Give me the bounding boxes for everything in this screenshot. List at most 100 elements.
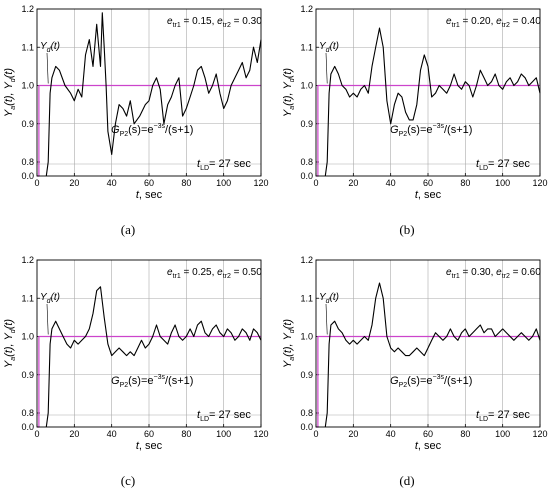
- x-tick-label: 100: [216, 178, 231, 188]
- yd-label: Yd(t): [319, 41, 339, 54]
- caption-c: (c): [120, 473, 136, 488]
- etr1-val: = 0.15,: [181, 16, 217, 27]
- etr2-e: e: [217, 16, 223, 27]
- y-label-end: (t): [282, 319, 294, 330]
- x-label-unit: , sec: [139, 189, 163, 201]
- etr2-val: = 0.50: [231, 267, 262, 278]
- etr1-sub: tr1: [452, 273, 460, 280]
- caption-a: (a): [120, 222, 136, 237]
- g-sup: −3s: [433, 123, 445, 130]
- etr2-sub: tr2: [223, 22, 231, 29]
- y-label-end: (t): [282, 68, 294, 79]
- plot-frame: [36, 8, 262, 177]
- y-axis-label: Ya(t), Yd(t): [3, 68, 17, 118]
- etr1-val: = 0.20,: [460, 16, 496, 27]
- y-label-sub-a: a: [289, 106, 296, 110]
- y-label-sub-d: d: [10, 328, 17, 333]
- y-tick-label: 0.9: [21, 119, 34, 129]
- x-axis-label: t, sec: [136, 440, 163, 452]
- plot-frame: [315, 259, 541, 428]
- x-tick-label: 60: [144, 429, 154, 439]
- tld-t: t: [476, 158, 480, 170]
- g-post: /(s+1): [444, 375, 472, 387]
- etr2-val: = 0.40: [510, 16, 541, 27]
- g-mid: (s)=e: [407, 124, 432, 136]
- g-post: /(s+1): [444, 124, 472, 136]
- etr1-e: e: [167, 267, 173, 278]
- y-tick-label: 0.9: [300, 370, 313, 380]
- y-tick-label: 1.0: [300, 81, 313, 91]
- yd-label-main: Y: [319, 41, 327, 52]
- y-tick-label: 1.1: [21, 42, 34, 52]
- y-tick-label: 0.0: [21, 422, 34, 432]
- x-axis-label: t, sec: [415, 189, 442, 201]
- x-tick-label: 0: [313, 178, 318, 188]
- x-tick-label: 80: [181, 178, 191, 188]
- y-label-y1: Y: [3, 109, 15, 117]
- tld-val: = 27 sec: [488, 158, 530, 170]
- x-axis-label: t, sec: [415, 440, 442, 452]
- y-tick-label: 0.9: [300, 119, 313, 129]
- series-ya-line: [324, 282, 541, 428]
- etr1-sub: tr1: [452, 22, 460, 29]
- x-tick-label: 20: [69, 429, 79, 439]
- y-tick-label: 1.1: [21, 293, 34, 303]
- x-tick-label: 0: [34, 178, 39, 188]
- y-label-mid: (t), Y: [282, 82, 294, 106]
- x-tick-label: 100: [216, 429, 231, 439]
- g-letter: G: [390, 375, 399, 387]
- series-ya-line: [45, 12, 262, 177]
- series-ya-line: [45, 286, 262, 428]
- y-axis-label: Ya(t), Yd(t): [3, 319, 17, 369]
- etr2-val: = 0.60: [510, 267, 541, 278]
- x-tick-label: 40: [107, 178, 117, 188]
- caption-b: (b): [399, 222, 415, 237]
- x-label-unit: , sec: [418, 189, 442, 201]
- yd-label: Yd(t): [40, 41, 60, 54]
- transfer-function: GP2(s)=e−3s/(s+1): [111, 374, 193, 389]
- g-post: /(s+1): [165, 124, 193, 136]
- y-tick-label: 0.0: [300, 422, 313, 432]
- annotation-etr: etr1 = 0.25, etr2 = 0.50: [167, 267, 262, 280]
- y-label-mid: (t), Y: [282, 333, 294, 357]
- x-tick-label: 0: [313, 429, 318, 439]
- etr1-val: = 0.25,: [181, 267, 217, 278]
- yd-label-post: (t): [51, 292, 60, 303]
- yd-label: Yd(t): [40, 292, 60, 305]
- y-tick-label: 0.0: [21, 171, 34, 181]
- y-tick-label: 1.2: [21, 255, 34, 265]
- x-tick-label: 0: [34, 429, 39, 439]
- annotation-etr: etr1 = 0.15, etr2 = 0.30: [167, 16, 262, 29]
- x-tick-label: 40: [107, 429, 117, 439]
- y-label-sub-a: a: [289, 357, 296, 361]
- g-letter: G: [111, 375, 120, 387]
- y-tick-label: 0.8: [21, 408, 34, 418]
- x-axis-label: t, sec: [136, 189, 163, 201]
- yd-pointer: [46, 303, 49, 335]
- x-tick-label: 60: [423, 178, 433, 188]
- x-tick-label: 40: [386, 429, 396, 439]
- yd-label-main: Y: [40, 41, 48, 52]
- tld-label: tLD= 27 sec: [476, 409, 530, 423]
- y-tick-label: 1.0: [21, 81, 34, 91]
- y-tick-label: 1.1: [300, 293, 313, 303]
- x-label-t: t: [136, 440, 140, 452]
- tld-label: tLD= 27 sec: [476, 158, 530, 172]
- y-tick-label: 0.8: [21, 157, 34, 167]
- yd-pointer: [46, 52, 49, 84]
- etr1-val: = 0.30,: [460, 267, 496, 278]
- caption-d: (d): [399, 473, 415, 488]
- g-sup: −3s: [154, 374, 166, 381]
- x-tick-label: 100: [495, 178, 510, 188]
- yd-label-sub: d: [47, 47, 52, 54]
- y-label-end: (t): [3, 319, 15, 330]
- y-tick-label: 1.2: [300, 4, 313, 14]
- x-tick-label: 80: [460, 429, 470, 439]
- y-label-sub-d: d: [10, 77, 17, 82]
- tld-val: = 27 sec: [209, 409, 251, 421]
- yd-label-post: (t): [330, 292, 339, 303]
- g-sub: P2: [399, 131, 408, 138]
